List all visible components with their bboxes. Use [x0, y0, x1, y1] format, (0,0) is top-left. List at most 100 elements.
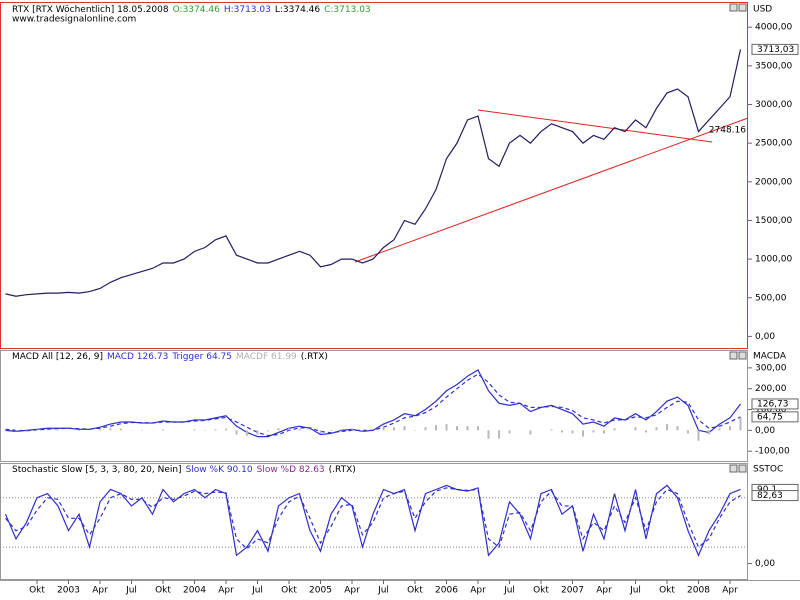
x-tick-label: 2003 — [57, 586, 80, 596]
panel-button[interactable] — [729, 3, 738, 12]
histogram-bar — [225, 428, 227, 431]
histogram-bar — [676, 426, 679, 431]
x-tick-label: Okt — [29, 586, 45, 596]
histogram-bar — [592, 430, 595, 433]
x-tick-label: 2004 — [183, 586, 206, 596]
last-value-label: 64,75 — [757, 412, 783, 422]
x-tick-label: Apr — [92, 586, 108, 596]
histogram-bar — [529, 430, 532, 435]
x-tick-label: Okt — [155, 586, 171, 596]
histogram-bar — [613, 428, 616, 431]
histogram-bar — [298, 428, 301, 431]
x-tick-label: Okt — [407, 586, 423, 596]
title-part: O:3374.46 — [173, 5, 220, 15]
y-tick-label: 500,00 — [755, 293, 787, 303]
x-tick-label: Jul — [251, 586, 263, 596]
axis-unit: MACDA — [753, 352, 787, 362]
histogram-bar — [561, 430, 563, 433]
histogram-bar — [235, 430, 238, 435]
last-value-box — [751, 490, 799, 502]
histogram-bar — [351, 429, 353, 431]
y-tick-label: 3500,00 — [755, 61, 792, 71]
y-tick-label: 2500,00 — [755, 139, 792, 149]
title-part: Trigger 64.75 — [171, 352, 232, 362]
last-value-label: 90,1 — [757, 485, 777, 495]
series-line — [4, 484, 741, 557]
histogram-bar — [729, 426, 731, 431]
title-part: C:3713.03 — [324, 5, 371, 15]
x-tick-label: Okt — [659, 586, 675, 596]
panel-button[interactable] — [738, 3, 747, 12]
histogram-bar — [109, 428, 112, 431]
stoch-panel-frame — [0, 463, 748, 580]
y-tick-label: 4000,00 — [755, 23, 792, 33]
histogram-bar — [456, 426, 458, 431]
x-tick-label: Apr — [344, 586, 360, 596]
panel-button[interactable] — [738, 464, 747, 473]
histogram-bar — [246, 430, 248, 436]
series-line — [5, 373, 741, 437]
histogram-bar — [435, 425, 437, 431]
histogram-bar — [36, 429, 38, 431]
x-tick-label: 2007 — [561, 586, 584, 596]
histogram-bar — [477, 426, 479, 431]
title-part: (.RTX) — [301, 352, 328, 362]
y-tick-label: -100,00 — [755, 447, 790, 457]
series-line — [5, 49, 742, 297]
histogram-bar — [78, 430, 80, 431]
histogram-bar — [634, 427, 637, 431]
histogram-bar — [340, 429, 343, 431]
histogram-bar — [277, 428, 280, 431]
y-tick-label: 1000,00 — [755, 255, 792, 265]
histogram-bar — [46, 429, 49, 431]
histogram-bar — [288, 428, 290, 431]
y-tick-label: 300,00 — [755, 363, 787, 373]
histogram-bar — [550, 429, 553, 431]
y-tick-label: 0,00 — [755, 426, 775, 436]
histogram-bar — [382, 427, 385, 431]
y-tick-label: 1500,00 — [755, 216, 792, 226]
title-part: MACD All [12, 26, 9] — [12, 352, 103, 362]
histogram-bar — [582, 430, 584, 437]
panel-button[interactable] — [729, 351, 738, 360]
histogram-bar — [697, 430, 700, 441]
last-value-label: 82,63 — [757, 491, 783, 501]
histogram-bar — [708, 430, 710, 435]
panel-title: MACD All [12, 26, 9] MACD 126.73 Trigger 6… — [12, 352, 328, 362]
x-tick-label: 2005 — [309, 586, 332, 596]
histogram-bar — [739, 417, 742, 431]
annotation: 2748.16 — [709, 125, 746, 135]
x-tick-label: Apr — [596, 586, 612, 596]
panel-title: RTX [RTX Wöchentlich] 18.05.2008 O:3374.4… — [12, 5, 371, 15]
histogram-bar — [267, 430, 269, 432]
x-tick-label: Okt — [281, 586, 297, 596]
panel-button[interactable] — [729, 464, 738, 473]
title-part: Slow %K 90.10 — [186, 465, 253, 475]
histogram-bar — [666, 424, 668, 431]
x-tick-label: Jul — [629, 586, 641, 596]
title-part: Stochastic Slow [5, 3, 3, 80, 20, Nein] — [12, 465, 182, 475]
y-tick-label: 100,00 — [755, 405, 787, 415]
series-line — [5, 487, 741, 550]
histogram-bar — [445, 424, 448, 431]
panel-title: Stochastic Slow [5, 3, 3, 80, 20, Nein] S… — [12, 465, 356, 475]
histogram-bar — [603, 430, 605, 434]
last-value-label: 126,73 — [757, 399, 789, 409]
last-value-box — [751, 398, 799, 410]
histogram-bar — [393, 427, 395, 431]
panel-buttons[interactable] — [729, 3, 747, 473]
title-part: (.RTX) — [329, 465, 356, 475]
price-panel-frame — [0, 2, 748, 349]
title-part: L:3374.46 — [275, 5, 321, 15]
y-tick-label: 0,00 — [755, 332, 775, 342]
histogram-bar — [498, 430, 500, 439]
histogram-bar — [571, 430, 574, 434]
histogram-bar — [15, 430, 17, 432]
histogram-bar — [403, 426, 406, 431]
histogram-bar — [424, 427, 427, 431]
histogram-bar — [718, 428, 721, 431]
y-tick-label: 2000,00 — [755, 177, 792, 187]
panel-button[interactable] — [738, 351, 747, 360]
histogram-bar — [99, 429, 101, 431]
